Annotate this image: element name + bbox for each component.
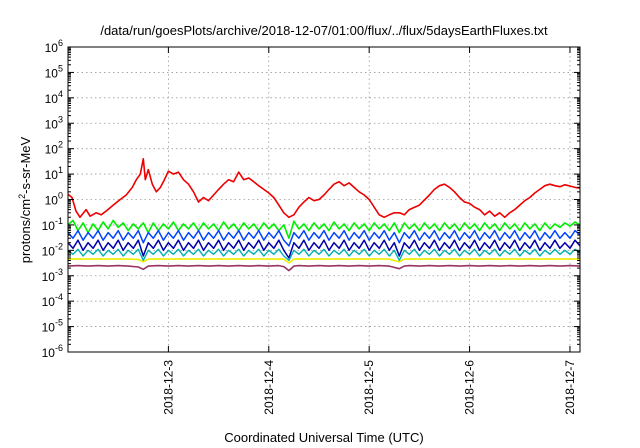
x-tick-labels: 2018-12-3 2018-12-4 2018-12-5 2018-12-6 2018…	[161, 360, 577, 415]
y-tick-base: 10	[45, 41, 59, 55]
y-tick-label: 10-1	[42, 216, 63, 233]
y-tick-label: 100	[45, 191, 63, 208]
y-tick-base: 10	[42, 295, 56, 309]
grid-lines	[68, 47, 580, 352]
y-tick-label: 10-5	[42, 318, 63, 335]
y-tick-label: 10-6	[42, 343, 63, 360]
y-tick-exponent: -4	[55, 292, 63, 302]
y-tick-exponent: 4	[58, 89, 63, 99]
y-tick-label: 10-3	[42, 267, 63, 284]
y-tick-label: 103	[45, 114, 63, 131]
chart-title: /data/run/goesPlots/archive/2018-12-07/0…	[100, 23, 548, 38]
y-tick-base: 10	[45, 66, 59, 80]
y-tick-exponent: 3	[58, 114, 63, 124]
x-tick-label: 2018-12-3	[161, 360, 175, 415]
y-tick-exponent: -1	[55, 216, 63, 226]
y-tick-base: 10	[42, 346, 56, 360]
y-tick-exponent: 5	[58, 63, 63, 73]
y-tick-base: 10	[42, 321, 56, 335]
y-tick-label: 105	[45, 63, 63, 80]
y-tick-exponent: 2	[58, 140, 63, 150]
y-tick-exponent: 0	[58, 191, 63, 201]
y-tick-label: 10-4	[42, 292, 63, 309]
x-tick-label: 2018-12-6	[463, 360, 477, 415]
y-tick-base: 10	[45, 168, 59, 182]
y-axis-label: protons/cm2-s-sr-MeV	[17, 136, 33, 263]
y-tick-exponent: 6	[58, 38, 63, 48]
series-line-7	[67, 264, 581, 272]
y-tick-label: 104	[45, 89, 63, 106]
series-line-6	[67, 258, 581, 264]
y-tick-exponent: -2	[55, 241, 63, 251]
y-tick-label: 106	[45, 38, 63, 55]
y-tick-label: 102	[45, 140, 63, 157]
y-tick-base: 10	[45, 194, 59, 208]
y-tick-label: 101	[45, 165, 63, 182]
y-tick-base: 10	[45, 92, 59, 106]
y-tick-base: 10	[42, 270, 56, 284]
y-tick-label: 10-2	[42, 241, 63, 258]
x-tick-label: 2018-12-4	[262, 360, 276, 415]
series-line-2	[67, 219, 581, 239]
series-line-5	[67, 248, 581, 262]
series-group	[67, 158, 581, 272]
x-axis-label: Coordinated Universal Time (UTC)	[224, 430, 423, 445]
series-line-1	[67, 158, 581, 219]
y-axis-label-main: protons/cm	[18, 199, 33, 263]
y-tick-exponent: 1	[58, 165, 63, 175]
y-axis-label-tail: -s-sr-MeV	[18, 136, 33, 193]
y-tick-exponent: -6	[55, 343, 63, 353]
x-tick-label: 2018-12-5	[362, 360, 376, 415]
x-tick-label: 2018-12-7	[563, 360, 577, 415]
plot-frame	[67, 46, 581, 353]
series-line-4	[67, 239, 581, 259]
y-tick-base: 10	[42, 244, 56, 258]
y-tick-base: 10	[42, 219, 56, 233]
series-line-3	[67, 229, 581, 247]
y-tick-base: 10	[45, 117, 59, 131]
y-axis-label-sup: 2	[17, 194, 27, 199]
y-tick-base: 10	[45, 143, 59, 157]
y-tick-exponent: -5	[55, 318, 63, 328]
y-tick-exponent: -3	[55, 267, 63, 277]
y-tick-labels: 10-610-510-410-310-210-11001011021031041…	[42, 38, 63, 360]
